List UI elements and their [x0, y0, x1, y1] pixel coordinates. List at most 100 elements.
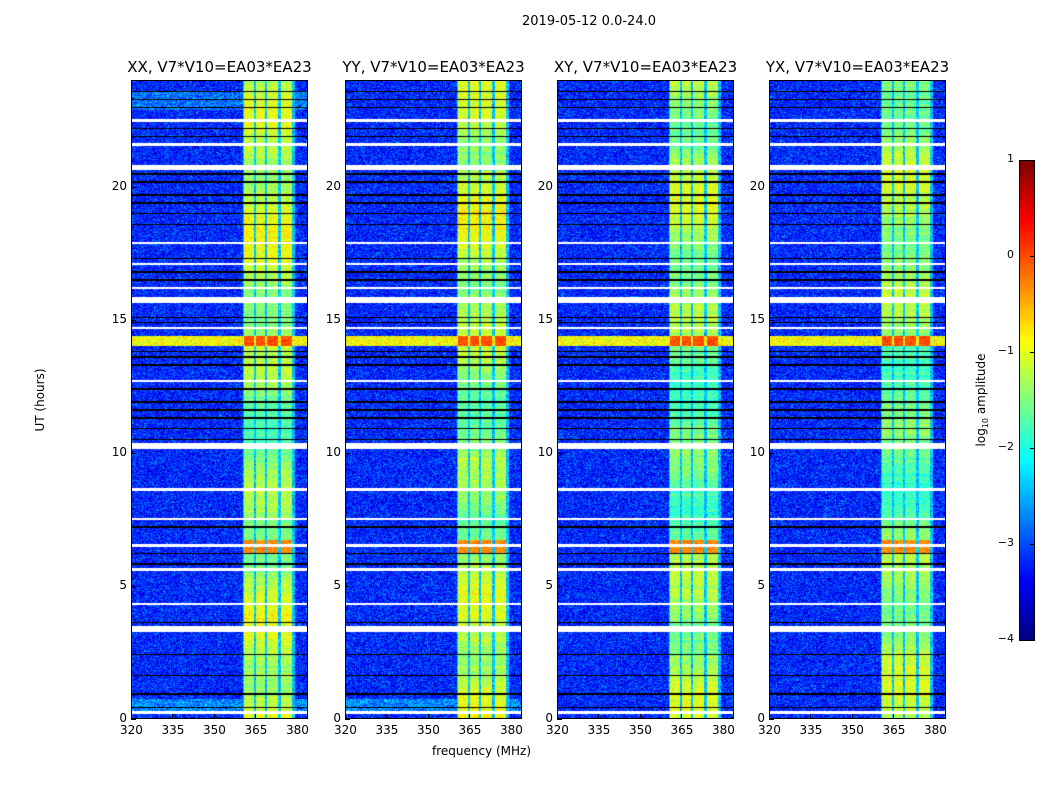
colorbar-tick-mark [1030, 256, 1034, 257]
colorbar-tick-mark [1030, 544, 1034, 545]
x-tick-label: 365 [244, 723, 268, 737]
y-tick-label: 20 [111, 178, 127, 193]
y-tick-label: 10 [537, 444, 553, 459]
y-tick-label: 5 [545, 577, 553, 592]
figure-title: 2019-05-12 0.0-24.0 [522, 14, 656, 29]
heatmap-yy [346, 81, 521, 718]
y-tick-mark [557, 585, 562, 587]
colorbar-label-sub: 10 [981, 417, 991, 429]
x-tick-mark [213, 714, 215, 719]
y-tick-mark [769, 319, 774, 321]
x-tick-mark [427, 714, 429, 719]
x-tick-label: 380 [285, 723, 309, 737]
y-tick-mark [345, 585, 350, 587]
y-tick-mark [557, 719, 562, 720]
x-tick-label: 365 [458, 723, 482, 737]
x-tick-label: 350 [202, 723, 226, 737]
spectrogram-yy [345, 80, 522, 719]
y-tick-mark [131, 719, 136, 720]
y-tick-label: 15 [749, 311, 765, 326]
colorbar-tick-label: −4 [997, 632, 1014, 645]
x-tick-mark [722, 714, 724, 719]
x-tick-label: 320 [546, 723, 569, 737]
y-tick-mark [131, 319, 136, 321]
y-tick-label: 15 [111, 311, 127, 326]
x-tick-label: 335 [161, 723, 185, 737]
y-tick-label: 20 [325, 178, 341, 193]
y-tick-label: 20 [749, 178, 765, 193]
colorbar-tick-mark [1030, 352, 1034, 353]
y-tick-mark [345, 186, 350, 188]
colorbar-label-log: log [973, 428, 988, 447]
x-tick-mark [639, 714, 641, 719]
x-tick-mark [557, 714, 558, 719]
x-tick-label: 320 [758, 723, 781, 737]
heatmap-xy [558, 81, 733, 718]
colorbar-tick-label: 0 [1007, 248, 1014, 261]
x-tick-label: 380 [711, 723, 735, 737]
heatmap-xx [132, 81, 307, 718]
panel-title-xy: XY, V7*V10=EA03*EA23 [553, 58, 738, 76]
y-tick-label: 20 [537, 178, 553, 193]
y-axis-label: UT (hours) [33, 368, 47, 432]
x-tick-mark [893, 714, 895, 719]
panel-title-xx: XX, V7*V10=EA03*EA23 [127, 58, 312, 76]
x-tick-mark [851, 714, 853, 719]
x-tick-label: 335 [375, 723, 399, 737]
y-tick-label: 15 [325, 311, 341, 326]
y-tick-mark [769, 186, 774, 188]
x-tick-label: 350 [628, 723, 652, 737]
y-tick-mark [131, 186, 136, 188]
x-tick-mark [255, 714, 257, 719]
y-tick-mark [131, 452, 136, 454]
x-tick-mark [469, 714, 471, 719]
x-tick-label: 350 [840, 723, 864, 737]
y-tick-mark [345, 719, 350, 720]
heatmap-yx [770, 81, 945, 718]
colorbar-tick-label: −3 [997, 536, 1014, 549]
panel-title-yy: YY, V7*V10=EA03*EA23 [342, 58, 525, 76]
colorbar-tick-mark [1030, 448, 1034, 449]
y-tick-label: 10 [111, 444, 127, 459]
y-tick-mark [345, 452, 350, 454]
x-tick-label: 335 [587, 723, 611, 737]
x-tick-label: 320 [120, 723, 143, 737]
x-axis-label: frequency (MHz) [432, 744, 532, 758]
colorbar-tick-label: −2 [997, 440, 1014, 453]
x-tick-label: 380 [923, 723, 947, 737]
x-tick-mark [172, 714, 174, 719]
x-tick-mark [386, 714, 388, 719]
x-tick-mark [681, 714, 683, 719]
y-tick-label: 0 [119, 711, 127, 725]
y-tick-label: 10 [749, 444, 765, 459]
x-tick-label: 365 [882, 723, 906, 737]
x-tick-mark [510, 714, 512, 719]
colorbar-tick-mark [1030, 160, 1034, 161]
y-tick-mark [345, 319, 350, 321]
x-tick-mark [345, 714, 346, 719]
spectrogram-yx [769, 80, 946, 719]
panel-title-yx: YX, V7*V10=EA03*EA23 [765, 58, 950, 76]
colorbar-tick-label: 1 [1007, 152, 1014, 165]
colorbar-label: log10 amplitude [974, 354, 990, 447]
y-tick-label: 0 [545, 711, 553, 725]
colorbar-gradient [1020, 161, 1034, 640]
x-tick-label: 380 [499, 723, 523, 737]
x-tick-label: 320 [334, 723, 357, 737]
y-tick-label: 5 [119, 577, 127, 592]
colorbar-tick-label: −1 [997, 344, 1014, 357]
y-tick-mark [557, 319, 562, 321]
x-tick-mark [131, 714, 132, 719]
y-tick-mark [769, 719, 774, 720]
x-tick-label: 335 [799, 723, 823, 737]
y-tick-mark [557, 452, 562, 454]
y-tick-mark [769, 585, 774, 587]
y-tick-label: 10 [325, 444, 341, 459]
spectrogram-xx [131, 80, 308, 719]
y-tick-label: 5 [757, 577, 765, 592]
x-tick-label: 365 [670, 723, 694, 737]
x-tick-mark [810, 714, 812, 719]
y-tick-label: 0 [333, 711, 341, 725]
colorbar-tick-mark [1030, 640, 1034, 641]
colorbar-label-rest: amplitude [973, 353, 988, 418]
